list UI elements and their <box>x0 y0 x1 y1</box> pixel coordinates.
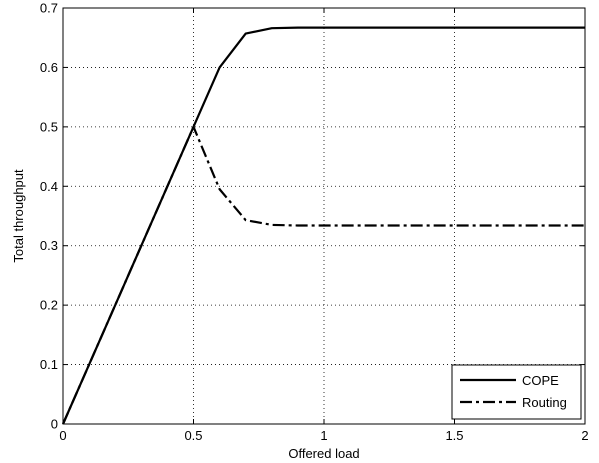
legend-label-routing: Routing <box>522 395 567 410</box>
y-tick-label: 0.2 <box>40 298 58 313</box>
x-tick-label: 1.5 <box>445 428 463 443</box>
ticks: 0 0.5 1 1.5 2 0 0.1 0.2 0.3 0.4 0.5 0.6 0.7 <box>40 1 589 444</box>
y-tick-label: 0 <box>51 417 58 432</box>
y-tick-label: 0.4 <box>40 179 58 194</box>
y-tick-label: 0.7 <box>40 1 58 16</box>
x-tick-label: 1 <box>320 428 327 443</box>
y-tick-label: 0.1 <box>40 357 58 372</box>
y-tick-label: 0.6 <box>40 60 58 75</box>
y-axis-label: Total throughput <box>11 169 26 263</box>
x-tick-label: 0.5 <box>184 428 202 443</box>
x-axis-label: Offered load <box>288 446 359 461</box>
x-tick-label: 0 <box>59 428 66 443</box>
x-tick-label: 2 <box>581 428 588 443</box>
series-layer <box>61 26 585 425</box>
series-line-routing <box>61 125 585 425</box>
legend-box <box>451 364 582 420</box>
y-tick-label: 0.3 <box>40 238 58 253</box>
legend: COPE Routing <box>451 364 582 420</box>
legend-label-cope: COPE <box>522 373 559 388</box>
y-tick-label: 0.5 <box>40 119 58 134</box>
grid <box>63 8 585 424</box>
